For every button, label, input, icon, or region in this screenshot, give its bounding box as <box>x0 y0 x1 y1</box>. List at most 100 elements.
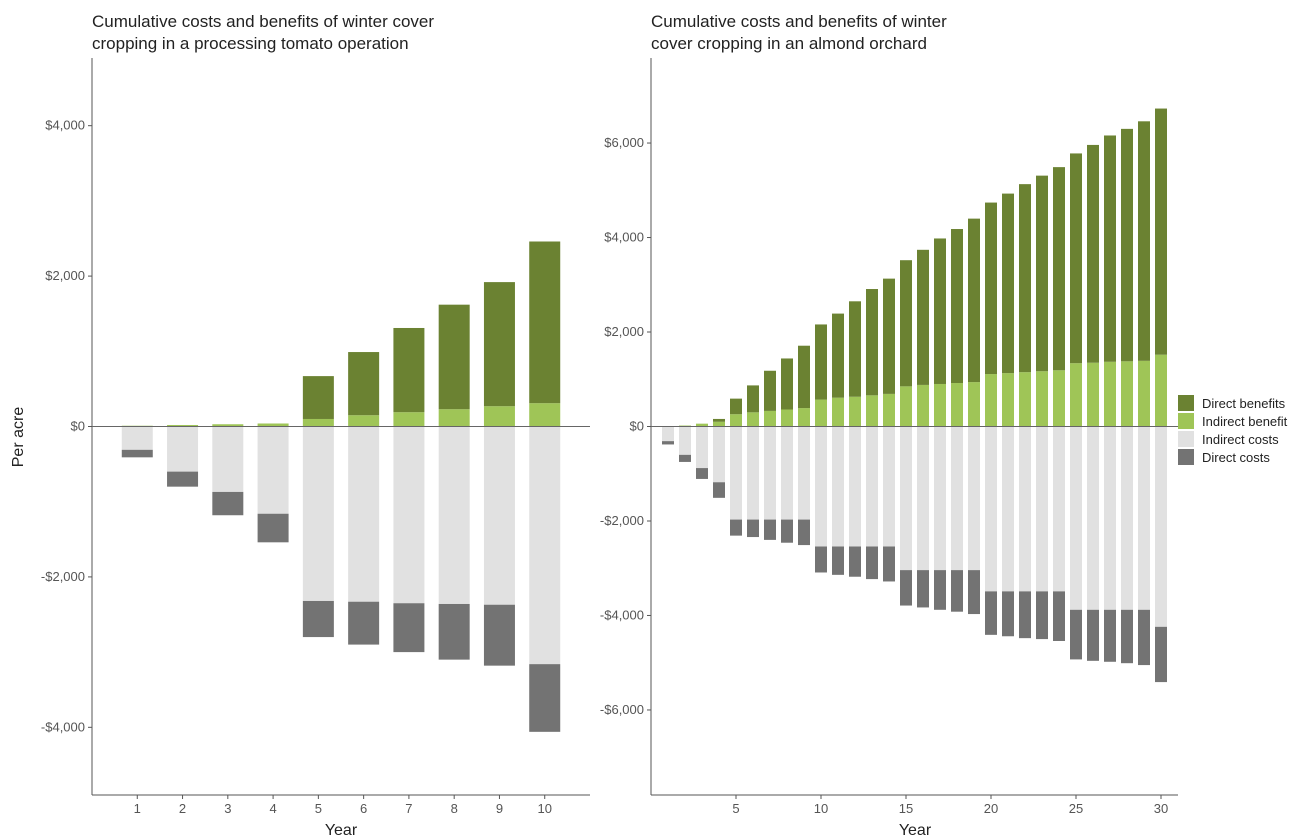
almond-x-tick-label: 20 <box>984 801 998 816</box>
almond-bar-indirect-benefit <box>1087 362 1099 427</box>
tomato-chart-title-line-1: Cumulative costs and benefits of winter … <box>92 12 434 31</box>
almond-bar-indirect-benefit <box>1155 354 1167 427</box>
tomato-bar-direct-costs <box>529 664 561 732</box>
almond-bar-direct-costs <box>662 441 674 445</box>
tomato-y-tick-label: $2,000 <box>45 268 85 283</box>
almond-bar-indirect-costs <box>798 426 810 520</box>
almond-bar-indirect-benefit <box>1036 371 1048 427</box>
almond-bar-indirect-benefit <box>696 423 708 427</box>
tomato-chart: Cumulative costs and benefits of winter … <box>10 12 590 839</box>
tomato-bar-indirect-costs <box>302 426 334 601</box>
almond-bar-indirect-costs <box>1070 426 1082 610</box>
legend-swatch-indirect-benefit <box>1178 413 1194 429</box>
almond-bar-indirect-costs <box>1002 426 1014 592</box>
almond-bar-direct-costs <box>968 570 980 615</box>
almond-bar-direct-benefits <box>713 418 725 422</box>
tomato-bar-indirect-costs <box>167 426 199 472</box>
almond-y-tick-label: $6,000 <box>604 135 644 150</box>
almond-bar-indirect-benefit <box>917 384 929 427</box>
tomato-bar-direct-costs <box>121 449 153 458</box>
almond-y-tick-label: -$2,000 <box>600 513 644 528</box>
tomato-x-tick-label: 4 <box>269 801 276 816</box>
almond-bar-indirect-costs <box>849 426 861 547</box>
legend-swatch-direct-benefits <box>1178 395 1194 411</box>
almond-chart-title-line-2: cover cropping in an almond orchard <box>651 34 927 53</box>
almond-bar-indirect-costs <box>900 426 912 571</box>
almond-bar-indirect-costs <box>1053 426 1065 592</box>
almond-bar-direct-costs <box>713 482 725 498</box>
tomato-x-tick-label: 10 <box>537 801 551 816</box>
almond-bar-direct-costs <box>747 519 759 538</box>
almond-bar-direct-costs <box>730 519 742 536</box>
almond-bar-direct-costs <box>1036 591 1048 640</box>
tomato-x-tick-label: 7 <box>405 801 412 816</box>
almond-bar-indirect-costs <box>781 426 793 520</box>
almond-bar-indirect-costs <box>1019 426 1031 592</box>
tomato-bar-indirect-costs <box>393 426 425 604</box>
legend: Direct benefits Indirect benefit Indirect … <box>1178 395 1288 465</box>
almond-bar-direct-costs <box>696 468 708 479</box>
almond-bar-direct-costs <box>1087 609 1099 661</box>
almond-bar-indirect-benefit <box>1121 361 1133 427</box>
legend-swatch-indirect-costs <box>1178 431 1194 447</box>
tomato-bar-indirect-benefit <box>302 418 334 427</box>
tomato-bar-indirect-costs <box>348 426 380 602</box>
almond-bar-direct-benefits <box>951 229 963 384</box>
tomato-bar-direct-benefits <box>393 327 425 413</box>
almond-bar-indirect-benefit <box>1002 373 1014 427</box>
tomato-bar-direct-costs <box>438 603 470 660</box>
almond-chart: Cumulative costs and benefits of winter … <box>600 12 1178 839</box>
tomato-y-tick-label: $4,000 <box>45 118 85 133</box>
almond-bar-direct-costs <box>985 591 997 635</box>
almond-y-tick-label: $2,000 <box>604 324 644 339</box>
almond-bar-indirect-benefit <box>832 397 844 427</box>
almond-bar-indirect-costs <box>883 426 895 547</box>
almond-bar-indirect-benefit <box>883 393 895 427</box>
tomato-y-tick-label: -$2,000 <box>41 569 85 584</box>
almond-bar-indirect-costs <box>1138 426 1150 610</box>
almond-bar-indirect-costs <box>934 426 946 571</box>
almond-bar-direct-benefits <box>764 370 776 411</box>
almond-bar-indirect-costs <box>1121 426 1133 610</box>
almond-bar-direct-benefits <box>730 398 742 415</box>
almond-bar-direct-costs <box>1104 609 1116 662</box>
tomato-chart-y-axis-label: Per acre <box>10 407 27 468</box>
almond-bar-indirect-benefit <box>1019 372 1031 427</box>
almond-bar-direct-costs <box>798 519 810 546</box>
tomato-bar-direct-costs <box>348 601 380 645</box>
almond-bar-direct-benefits <box>1070 153 1082 364</box>
almond-bar-direct-benefits <box>1138 121 1150 361</box>
legend-label-direct-benefits: Direct benefits <box>1202 396 1286 411</box>
legend-swatch-direct-costs <box>1178 449 1194 465</box>
almond-bar-direct-benefits <box>1036 175 1048 372</box>
almond-chart-x-axis-label: Year <box>899 822 932 839</box>
almond-bar-indirect-benefit <box>781 409 793 427</box>
tomato-bar-indirect-benefit <box>257 423 289 427</box>
almond-bar-indirect-benefit <box>815 399 827 427</box>
almond-bar-direct-costs <box>781 519 793 543</box>
almond-x-tick-label: 10 <box>814 801 828 816</box>
almond-bar-indirect-benefit <box>747 412 759 427</box>
almond-bar-direct-costs <box>934 570 946 610</box>
almond-bar-indirect-benefit <box>1104 361 1116 427</box>
almond-bar-indirect-benefit <box>900 386 912 427</box>
almond-bar-indirect-benefit <box>968 382 980 427</box>
almond-bar-direct-benefits <box>815 324 827 400</box>
tomato-x-tick-label: 9 <box>496 801 503 816</box>
almond-bar-indirect-costs <box>764 426 776 520</box>
almond-chart-title-line-1: Cumulative costs and benefits of winter <box>651 12 947 31</box>
tomato-bar-direct-benefits <box>483 282 515 407</box>
almond-bar-indirect-costs <box>1104 426 1116 610</box>
almond-bar-direct-costs <box>679 454 691 462</box>
tomato-x-tick-label: 1 <box>134 801 141 816</box>
almond-bar-direct-costs <box>951 570 963 612</box>
tomato-bar-indirect-benefit <box>167 424 199 427</box>
almond-bar-indirect-costs <box>951 426 963 571</box>
almond-bar-indirect-costs <box>713 426 725 483</box>
almond-bar-direct-benefits <box>934 238 946 384</box>
almond-bar-indirect-benefit <box>1070 363 1082 427</box>
almond-y-tick-label: $4,000 <box>604 230 644 245</box>
almond-bar-indirect-benefit <box>730 414 742 427</box>
almond-x-tick-label: 5 <box>732 801 739 816</box>
almond-bar-direct-costs <box>1019 591 1031 639</box>
